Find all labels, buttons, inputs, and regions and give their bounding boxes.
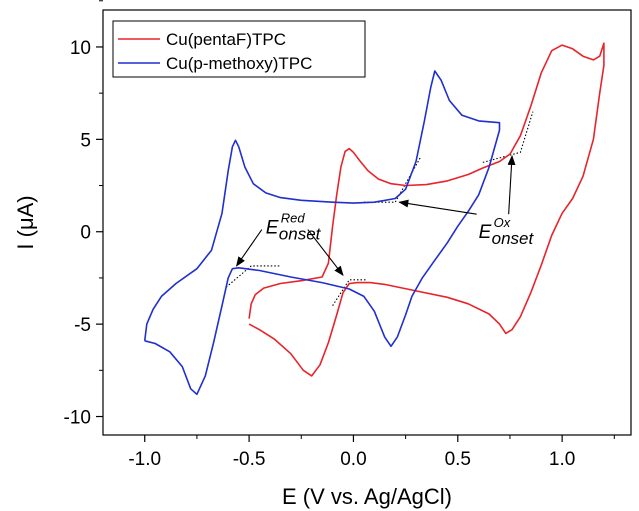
onset-guide-line xyxy=(225,265,281,288)
annotation-subscript: onset xyxy=(279,225,322,244)
y-tick-label: 10 xyxy=(70,38,91,59)
y-tick-label: 0 xyxy=(80,223,91,244)
y-tick-label: 5 xyxy=(80,130,91,151)
series-line-0 xyxy=(248,42,605,377)
legend-label: Cu(p-methoxy)TPC xyxy=(166,54,312,73)
onset-guide-line xyxy=(482,111,534,163)
annotation-arrow xyxy=(507,154,516,215)
annotation-subscript: onset xyxy=(492,229,535,248)
x-tick-label: 0.0 xyxy=(340,449,366,470)
legend-box xyxy=(112,20,366,78)
legend-label: Cu(pentaF)TPC xyxy=(166,30,286,49)
series-lines xyxy=(143,42,605,396)
annotation-main-text: E xyxy=(479,222,492,243)
plot-frame xyxy=(102,9,632,436)
annotation-arrow xyxy=(307,229,344,276)
y-axis-title: I (μA) xyxy=(13,195,38,249)
x-tick-label: -1.0 xyxy=(128,449,161,470)
annotation-superscript: Red xyxy=(281,211,306,226)
series-line-1 xyxy=(143,70,501,396)
annotation-arrow xyxy=(235,229,263,267)
onset-guides xyxy=(225,111,534,306)
x-axis-title: E (V vs. Ag/AgCl) xyxy=(282,484,452,509)
axes: -1.0 -0.5 0.0 0.5 1.0 -10 -5 0 5 10 xyxy=(64,0,615,470)
y-tick-label: -10 xyxy=(64,408,91,429)
annotation-main-text: E xyxy=(266,218,279,239)
annotation-superscript: Ox xyxy=(494,215,511,230)
onset-guide-line xyxy=(363,157,421,203)
plot-area xyxy=(102,9,632,436)
x-tick-label: 1.0 xyxy=(549,449,575,470)
annotation-arrow xyxy=(398,199,477,215)
legend: Cu(pentaF)TPC Cu(p-methoxy)TPC xyxy=(112,20,366,78)
x-tick-label: -0.5 xyxy=(233,449,266,470)
y-tick-label: -5 xyxy=(74,315,91,336)
x-tick-label: 0.5 xyxy=(445,449,471,470)
